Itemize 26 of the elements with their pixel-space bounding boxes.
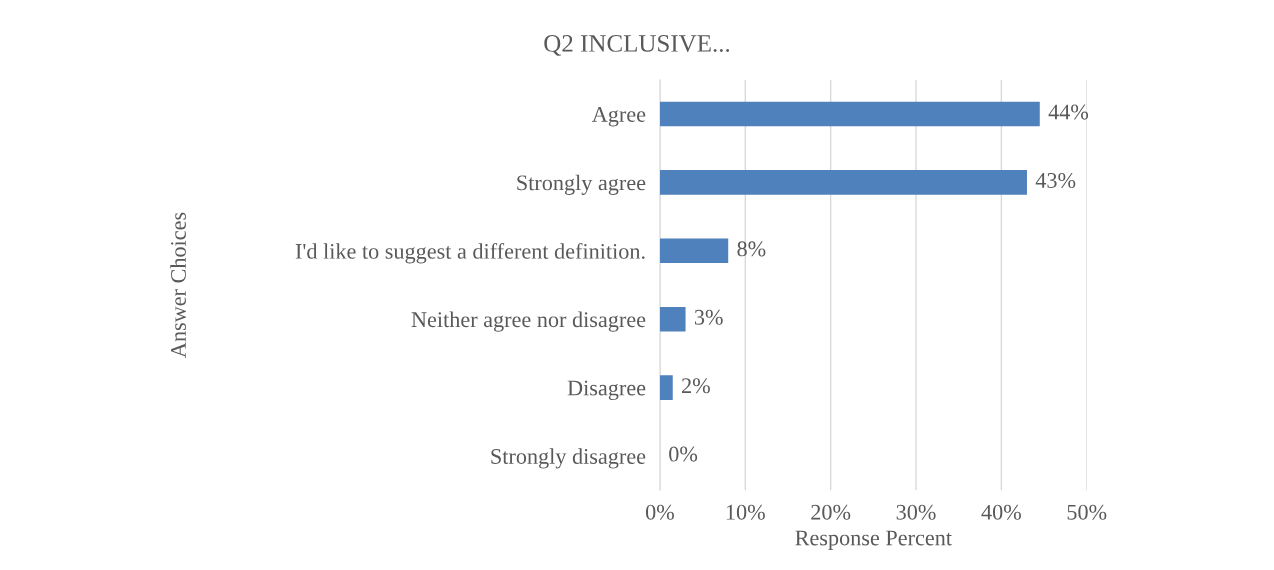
x-tick-label: 10% — [726, 504, 765, 520]
y-axis-title: Answer Choices — [170, 212, 186, 358]
y-tick-label: Neither agree nor disagree — [411, 311, 646, 332]
data-label: 44% — [1048, 104, 1089, 120]
chart-title: Q2 INCLUSIVE... — [544, 35, 730, 56]
x-axis-title: Response Percent — [795, 530, 952, 550]
x-tick-label: 20% — [811, 504, 851, 520]
bar — [659, 238, 729, 264]
x-tick-label: 50% — [1067, 504, 1107, 520]
x-tick-label: 30% — [896, 504, 936, 520]
bar — [659, 101, 1040, 127]
data-label: 2% — [682, 378, 710, 394]
data-label: 43% — [1035, 172, 1076, 189]
y-tick-label: I'd like to suggest a different definition. — [295, 242, 645, 264]
x-tick-label: 40% — [981, 504, 1021, 520]
y-tick-label: Strongly disagree — [491, 448, 646, 469]
x-tick-label: 0% — [645, 504, 674, 520]
data-label: 3% — [694, 309, 723, 325]
y-tick-label: Strongly agree — [517, 174, 646, 195]
y-tick-label: Disagree — [567, 380, 646, 401]
bar — [659, 375, 673, 400]
y-tick-label: Agree — [591, 107, 646, 127]
bar — [659, 306, 686, 332]
data-label: 0% — [669, 446, 698, 462]
data-label: 8% — [737, 241, 766, 257]
bar — [659, 170, 1027, 195]
